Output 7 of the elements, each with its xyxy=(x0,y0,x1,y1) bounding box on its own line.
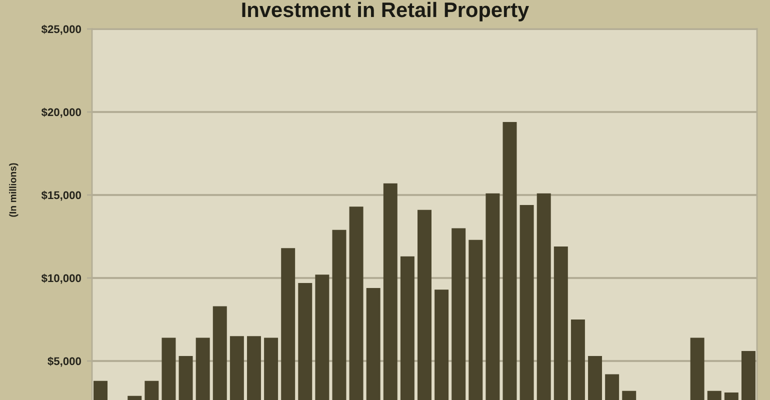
y-tick-label: $10,000 xyxy=(41,274,81,284)
y-axis-title: (In millions) xyxy=(9,163,18,217)
chart-title: Investment in Retail Property xyxy=(242,2,530,22)
y-tick-label: $15,000 xyxy=(41,190,81,201)
y-tick-label: $25,000 xyxy=(41,24,81,35)
y-tick-label: $5,000 xyxy=(48,356,81,367)
y-tick-label: $20,000 xyxy=(41,108,81,118)
